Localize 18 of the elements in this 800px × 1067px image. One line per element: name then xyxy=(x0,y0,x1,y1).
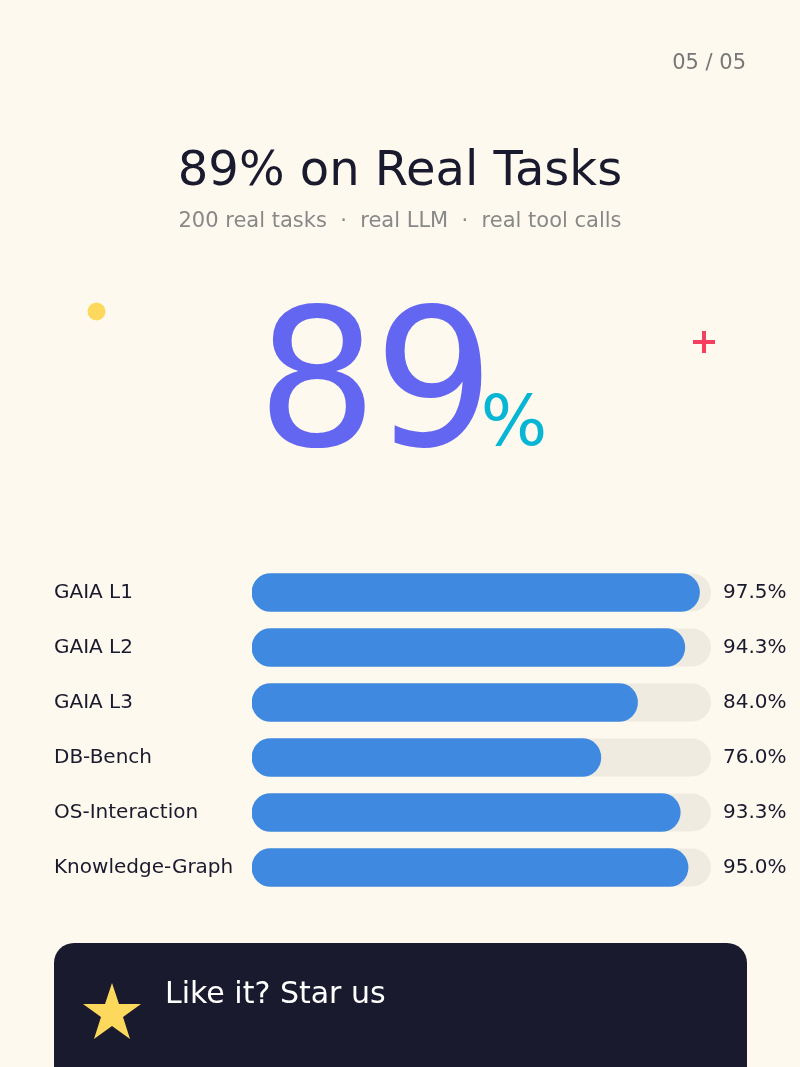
data-label: 84.0% xyxy=(723,688,787,713)
y-tick-label: Knowledge-Graph xyxy=(54,853,234,878)
y-tick-label: GAIA L2 xyxy=(54,633,133,658)
data-label: 76.0% xyxy=(723,743,787,768)
data-label: 94.3% xyxy=(723,633,787,658)
y-tick-label: DB-Bench xyxy=(54,743,152,768)
text: 89% xyxy=(255,269,545,490)
text: 05 / 05 xyxy=(672,50,746,74)
data-label: 95.0% xyxy=(723,853,787,878)
y-tick-label: OS-Interaction xyxy=(54,798,199,823)
bar xyxy=(252,573,700,612)
y-tick-label: GAIA L3 xyxy=(54,688,133,713)
y-tick-label: GAIA L1 xyxy=(54,578,133,603)
data-label: 97.5% xyxy=(723,578,787,603)
chart-title: 89% on Real Tasks xyxy=(176,140,624,196)
data-label: 93.3% xyxy=(723,798,787,823)
text: Like it? Star us xyxy=(165,975,386,1010)
chart-subtitle: 200 real tasks · real LLM · real tool calls xyxy=(177,208,623,232)
